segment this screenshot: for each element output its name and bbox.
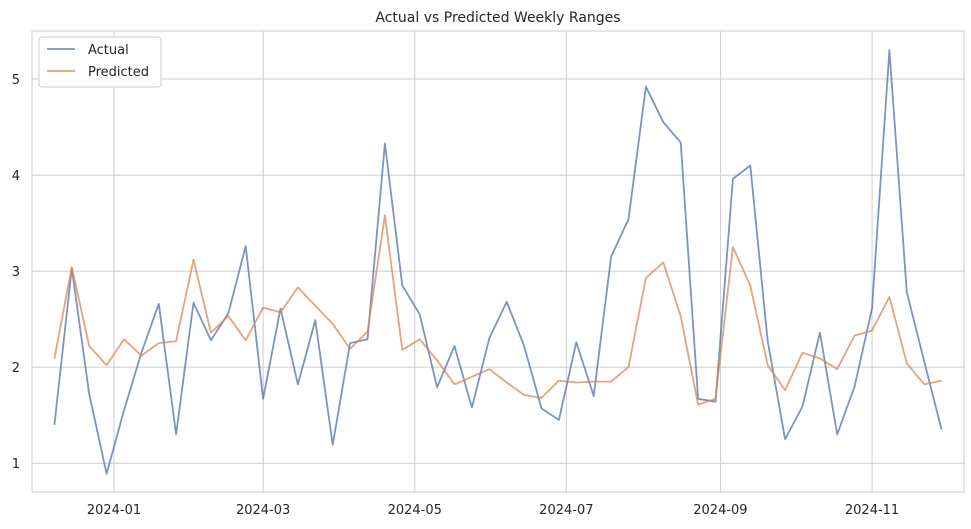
legend-label-predicted: Predicted [88, 65, 149, 80]
x-tick-label: 2024-03 [236, 503, 290, 518]
y-tick-labels: 1 2 3 4 5 [12, 73, 20, 472]
series-line-actual [53, 49, 943, 475]
x-tick-labels: 2024-01 2024-03 2024-05 2024-07 2024-09 2024-… [87, 503, 899, 518]
x-gridlines [113, 31, 873, 492]
y-tick-label: 4 [12, 169, 20, 184]
y-tick-label: 3 [12, 265, 20, 280]
series-line-predicted [53, 214, 942, 406]
chart-title: Actual vs Predicted Weekly Ranges [375, 10, 620, 26]
x-tick-label: 2024-01 [87, 503, 141, 518]
legend: Actual Predicted [38, 36, 162, 88]
y-tick-label: 1 [12, 457, 20, 472]
x-tick-label: 2024-05 [388, 503, 442, 518]
series-layer [53, 49, 943, 475]
x-tick-label: 2024-07 [539, 503, 593, 518]
plot-area [31, 30, 965, 493]
legend-label-actual: Actual [88, 43, 129, 58]
y-tick-label: 5 [12, 73, 20, 88]
y-tick-label: 2 [12, 361, 20, 376]
x-tick-label: 2024-11 [845, 503, 899, 518]
x-tick-label: 2024-09 [693, 503, 747, 518]
y-gridlines [32, 78, 964, 464]
